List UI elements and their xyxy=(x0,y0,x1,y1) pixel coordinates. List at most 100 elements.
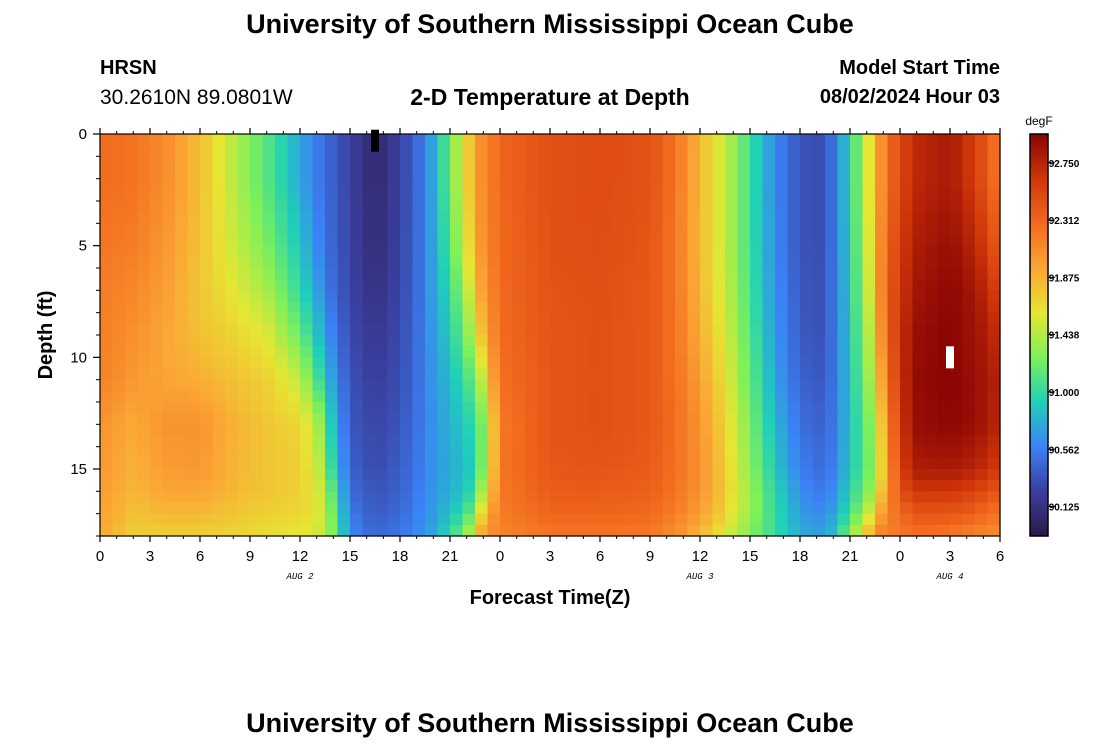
heatmap-cell xyxy=(300,134,314,146)
heatmap-cell xyxy=(800,312,814,325)
heatmap-cell xyxy=(537,223,551,236)
heatmap-cell xyxy=(525,223,539,236)
heatmap-cell xyxy=(350,212,364,224)
heatmap-cell xyxy=(637,268,651,280)
heatmap-cell xyxy=(550,167,564,180)
heatmap-cell xyxy=(850,134,864,146)
heatmap-cell xyxy=(762,290,776,303)
heatmap-cell xyxy=(775,346,789,358)
heatmap-cell xyxy=(450,390,464,403)
heatmap-cell xyxy=(212,424,226,437)
heatmap-cell xyxy=(825,234,839,247)
heatmap-cell xyxy=(450,256,464,269)
heatmap-cell xyxy=(700,256,714,269)
heatmap-cell xyxy=(587,457,601,470)
heatmap-cell xyxy=(550,446,564,459)
heatmap-cell xyxy=(450,402,464,414)
heatmap-cell xyxy=(762,256,776,269)
heatmap-cell xyxy=(900,279,914,291)
heatmap-cell xyxy=(912,446,926,459)
heatmap-cell xyxy=(875,268,889,280)
heatmap-cell xyxy=(625,279,639,291)
heatmap-cell xyxy=(612,513,626,526)
heatmap-cell xyxy=(500,178,514,191)
heatmap-cell xyxy=(850,223,864,236)
heatmap-cell xyxy=(125,502,139,515)
heatmap-cell xyxy=(175,379,189,392)
heatmap-cell xyxy=(612,290,626,303)
heatmap-cell xyxy=(300,457,314,470)
heatmap-cell xyxy=(825,268,839,280)
heatmap-cell xyxy=(725,357,739,370)
heatmap-cell xyxy=(187,134,201,146)
heatmap-cell xyxy=(987,134,1001,146)
heatmap-cell xyxy=(237,301,251,314)
heatmap-cell xyxy=(325,491,339,504)
heatmap-cell xyxy=(325,379,339,392)
heatmap-cell xyxy=(450,301,464,314)
heatmap-cell xyxy=(512,223,526,236)
heatmap-cell xyxy=(712,323,726,336)
heatmap-cell xyxy=(462,323,476,336)
heatmap-cell xyxy=(737,435,751,448)
heatmap-cell xyxy=(175,279,189,291)
heatmap-cell xyxy=(600,390,614,403)
heatmap-cell xyxy=(987,446,1001,459)
heatmap-cell xyxy=(837,290,851,303)
heatmap-cell xyxy=(850,502,864,515)
heatmap-cell xyxy=(162,234,176,247)
heatmap-cell xyxy=(412,491,426,504)
heatmap-cell xyxy=(112,513,126,526)
heatmap-cell xyxy=(325,134,339,146)
heatmap-cell xyxy=(987,167,1001,180)
heatmap-cell xyxy=(362,212,376,224)
heatmap-cell xyxy=(400,457,414,470)
heatmap-cell xyxy=(775,402,789,414)
heatmap-cell xyxy=(725,368,739,381)
heatmap-cell xyxy=(737,245,751,258)
heatmap-cell xyxy=(600,413,614,425)
heatmap-cell xyxy=(350,301,364,314)
heatmap-cell xyxy=(150,156,164,169)
heatmap-cell xyxy=(537,513,551,526)
heatmap-cell xyxy=(562,145,576,157)
heatmap-cell xyxy=(675,424,689,437)
heatmap-cell xyxy=(137,368,151,381)
heatmap-cell xyxy=(787,145,801,157)
heatmap-cell xyxy=(900,335,914,347)
heatmap-cell xyxy=(262,290,276,303)
heatmap-cell xyxy=(812,502,826,515)
heatmap-cell xyxy=(287,290,301,303)
heatmap-cell xyxy=(925,457,939,470)
heatmap-cell xyxy=(475,312,489,325)
heatmap-cell xyxy=(812,491,826,504)
heatmap-cell xyxy=(525,346,539,358)
heatmap-cell xyxy=(787,346,801,358)
heatmap-cell xyxy=(512,134,526,146)
heatmap-cell xyxy=(312,402,326,414)
heatmap-cell xyxy=(825,301,839,314)
heatmap-cell xyxy=(462,480,476,492)
heatmap-cell xyxy=(125,145,139,157)
heatmap-cell xyxy=(262,189,276,202)
heatmap-cell xyxy=(312,256,326,269)
heatmap-cell xyxy=(475,446,489,459)
heatmap-cell xyxy=(325,368,339,381)
heatmap-cell xyxy=(987,502,1001,515)
heatmap-cell xyxy=(937,335,951,347)
heatmap-cell xyxy=(512,335,526,347)
heatmap-cell xyxy=(250,212,264,224)
heatmap-cell xyxy=(650,413,664,425)
heatmap-cell xyxy=(500,323,514,336)
heatmap-cell xyxy=(237,446,251,459)
heatmap-cell xyxy=(637,346,651,358)
heatmap-cell xyxy=(312,435,326,448)
heatmap-cell xyxy=(962,234,976,247)
heatmap-cell xyxy=(525,245,539,258)
heatmap-cell xyxy=(600,201,614,213)
heatmap-cell xyxy=(150,178,164,191)
heatmap-cell xyxy=(587,268,601,280)
heatmap-cell xyxy=(612,212,626,224)
heatmap-cell xyxy=(675,435,689,448)
